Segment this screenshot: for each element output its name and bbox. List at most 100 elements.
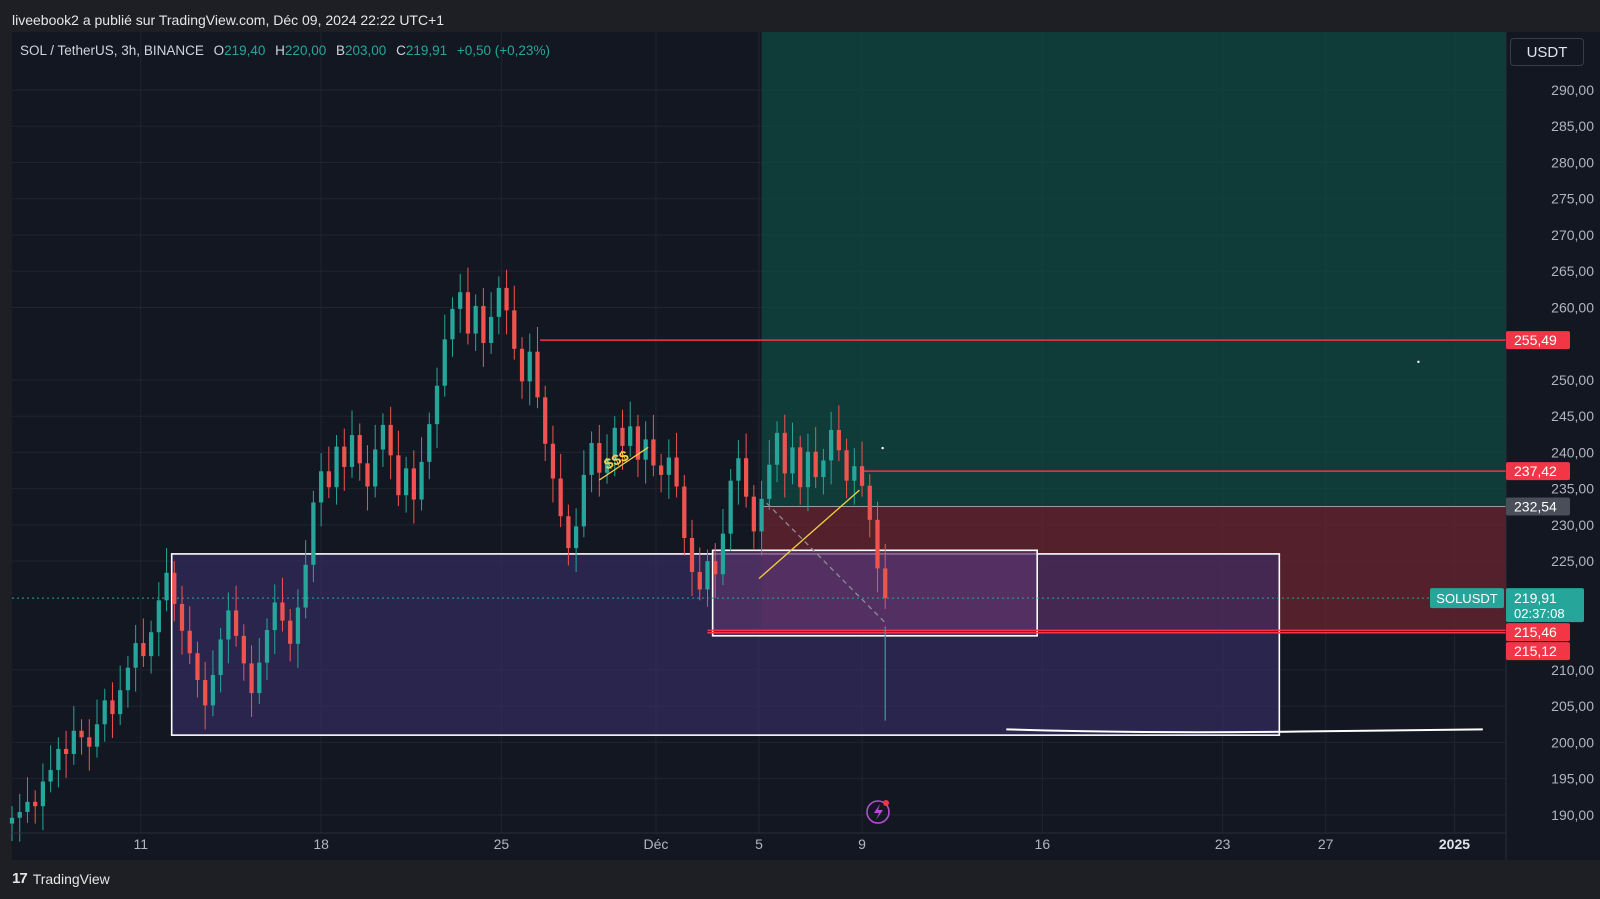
candle-body [272, 602, 277, 631]
candle-body [612, 427, 617, 459]
candle-body [852, 466, 857, 481]
candle-body [388, 424, 393, 456]
candle-body [94, 724, 100, 747]
candle-body [326, 471, 331, 488]
candle-body [558, 478, 563, 517]
price-tick-label: 230,00 [1551, 517, 1594, 533]
candle-body [318, 471, 324, 503]
candle-body [411, 468, 416, 500]
time-tick-label: 9 [858, 836, 866, 852]
ohlc-legend: SOL / TetherUS, 3h, BINANCE O219,40 H220… [20, 43, 550, 58]
tradingview-logo[interactable]: 17 TradingView [12, 870, 110, 887]
candle-body [566, 516, 571, 549]
time-tick-label: 18 [313, 836, 329, 852]
price-tag: 215,46 [1514, 624, 1557, 640]
trend-line [758, 489, 860, 580]
candle-body [311, 502, 316, 565]
price-tick-label: 225,00 [1551, 553, 1594, 569]
candles [9, 267, 888, 842]
candle-body [519, 348, 525, 382]
candle-body [40, 781, 46, 807]
candle-body [373, 449, 378, 487]
candle-body [875, 519, 880, 569]
price-tag: 232,54 [1514, 499, 1557, 515]
candle-body [434, 385, 440, 425]
events-icon[interactable] [866, 800, 890, 824]
candle-body [543, 397, 548, 444]
candle-body [110, 700, 115, 715]
price-tick-label: 190,00 [1551, 807, 1594, 823]
price-axis-background[interactable] [1506, 32, 1600, 860]
open-value: 219,40 [224, 43, 266, 58]
drawn-curve [1006, 728, 1483, 734]
candle-body [172, 572, 177, 604]
price-tag-bg [1506, 623, 1570, 642]
countdown-label: 02:37:08 [1514, 606, 1565, 621]
candle-body [790, 447, 795, 474]
candle-body [342, 446, 347, 467]
price-tick-label: 270,00 [1551, 227, 1594, 243]
candle-body [156, 600, 161, 633]
candle-body [264, 630, 270, 663]
candle-body [241, 635, 246, 664]
candle-body [210, 674, 216, 706]
price-tag-bg [1506, 331, 1570, 350]
candle-body [141, 643, 146, 657]
open-key: O [213, 43, 225, 58]
currency-button[interactable]: USDT [1510, 38, 1584, 66]
candle-body [751, 496, 756, 532]
candle-body [527, 351, 532, 382]
candle-body [821, 460, 826, 478]
candle-body [798, 447, 803, 488]
candle-body [828, 429, 834, 461]
price-tick-label: 265,00 [1551, 263, 1594, 279]
candle-body [203, 680, 208, 706]
price-tag: 237,42 [1514, 463, 1557, 479]
price-axis: 290,00 285,00 280,00 275,00 270,00 265,00 260,… [1551, 82, 1594, 823]
top-bar [0, 0, 1600, 32]
candle-body [303, 564, 308, 608]
demand-zone-small [711, 549, 1038, 637]
candle-body [867, 485, 872, 520]
price-tick-label: 205,00 [1551, 698, 1594, 714]
marker-dot [881, 446, 884, 450]
candle-body [666, 457, 671, 475]
candle-body [33, 801, 38, 807]
price-tick-label: 210,00 [1551, 662, 1594, 678]
candle-body [720, 533, 726, 575]
candle-body [465, 292, 471, 334]
candle-body [79, 730, 84, 738]
candle-body [365, 463, 370, 487]
candle-body [380, 424, 386, 450]
candle-body [419, 461, 424, 500]
horizontal-lines[interactable] [12, 339, 1506, 634]
time-tick-label: 11 [134, 836, 149, 852]
candle-body [357, 435, 362, 464]
candle-body [187, 630, 192, 654]
price-tick-label: 290,00 [1551, 82, 1594, 98]
candle-body [48, 769, 53, 782]
candle-body [473, 306, 478, 334]
trend-lines[interactable] [598, 446, 886, 624]
candle-body [504, 287, 509, 311]
symbol-tag: SOLUSDT [1436, 591, 1497, 606]
price-tick-label: 285,00 [1551, 118, 1594, 134]
price-tag: 255,49 [1514, 332, 1557, 348]
candle-body [63, 748, 69, 754]
current-price-bg [1506, 588, 1584, 623]
candle-body [280, 602, 285, 621]
time-tick-label: Déc [644, 836, 669, 852]
price-tick-label: 250,00 [1551, 372, 1594, 388]
bottom-bar [0, 860, 1600, 899]
candle-body [87, 737, 92, 747]
symbol-label[interactable]: SOL / TetherUS, 3h, BINANCE [20, 43, 204, 58]
candle-body [581, 474, 586, 527]
change-value: +0,50 (+0,23%) [456, 43, 550, 58]
candle-body [550, 443, 556, 479]
candle-body [164, 572, 169, 601]
high-value: 220,00 [284, 43, 327, 58]
candle-body [496, 287, 501, 317]
candle-body [17, 811, 22, 818]
tradingview-logo-icon: 17 [12, 870, 28, 887]
